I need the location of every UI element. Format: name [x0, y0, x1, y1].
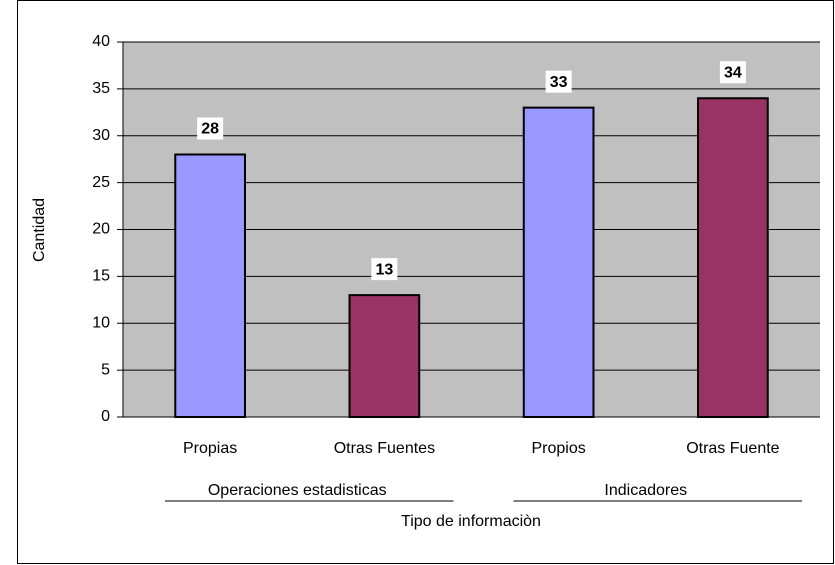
bar [348, 294, 421, 418]
y-tick-label: 0 [101, 408, 110, 425]
x-tick-label: Propias [183, 440, 237, 457]
y-tick-label: 30 [92, 127, 110, 144]
y-axis-title: Cantidad [31, 198, 48, 262]
bar [174, 153, 246, 418]
y-tick-label: 40 [92, 33, 110, 50]
data-label-bg [545, 70, 572, 93]
data-label: 28 [201, 121, 219, 138]
data-label: 33 [550, 74, 568, 91]
data-label: 34 [724, 64, 742, 81]
y-tick-label: 25 [92, 174, 110, 191]
y-tick-label: 20 [92, 221, 110, 238]
y-tick-label: 15 [92, 268, 110, 285]
y-tick-label: 5 [101, 361, 110, 378]
data-label-bg [371, 258, 398, 281]
x-tick-label: Propios [532, 440, 586, 457]
data-label-bg [197, 117, 224, 140]
y-tick-label: 10 [92, 314, 110, 331]
data-label-bg [719, 61, 746, 84]
bar [697, 97, 769, 418]
group-label: Indicadores [604, 482, 687, 499]
group-label: Operaciones estadisticas [208, 482, 387, 499]
bar [522, 106, 595, 418]
y-tick-label: 35 [92, 80, 110, 97]
data-label: 13 [375, 261, 393, 278]
x-axis-title: Tipo de informaciòn [401, 513, 541, 530]
x-tick-label: Otras Fuente [686, 440, 779, 457]
x-tick-label: Otras Fuentes [334, 440, 435, 457]
